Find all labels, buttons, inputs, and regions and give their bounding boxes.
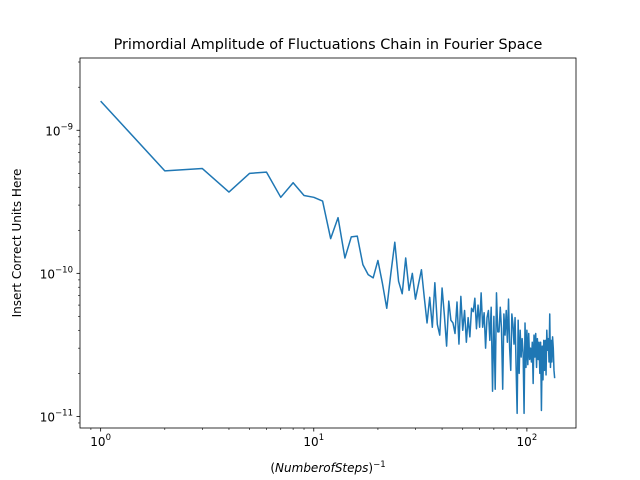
axes-frame — [79, 57, 577, 429]
y-tick-label-1: 10−10 — [40, 265, 73, 281]
x-tick-label-2: 102 — [517, 433, 538, 449]
series-line-0 — [100, 100, 556, 415]
x-tick-label-0: 100 — [90, 433, 111, 449]
x-axis-label-close-paren: ) — [368, 461, 373, 475]
y-axis-label: Insert Correct Units Here — [10, 169, 24, 318]
axes-background — [80, 58, 576, 428]
x-axis-label-text: NumberofSteps — [275, 461, 368, 475]
plot-area — [79, 57, 577, 429]
x-axis-label: (NumberofSteps)−1 — [270, 460, 385, 475]
y-tick-label-2: 10−9 — [45, 122, 73, 138]
x-axis-label-exponent: −1 — [373, 460, 386, 470]
x-axis-label-open-paren: ( — [270, 461, 275, 475]
x-axis-ticks: 100 101 102 — [90, 428, 537, 449]
series-layer — [100, 100, 556, 415]
y-tick-label-0: 10−11 — [40, 408, 73, 424]
y-axis-ticks: 10−11 10−10 10−9 — [40, 61, 80, 424]
chart-title: Primordial Amplitude of Fluctuations Cha… — [114, 37, 543, 53]
x-tick-label-1: 101 — [303, 433, 324, 449]
